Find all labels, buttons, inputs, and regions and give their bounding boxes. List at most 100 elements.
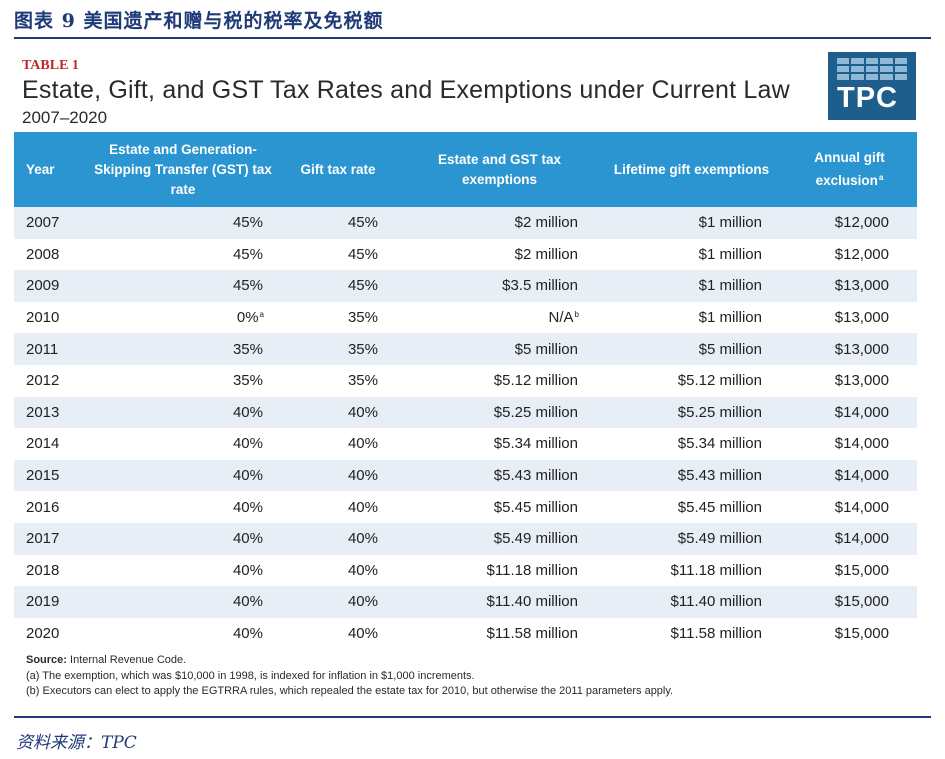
cell-estate-gst-rate-value: 40% [232, 467, 263, 485]
cell-lifetime-gift: $11.40 million [601, 586, 782, 618]
cell-estate-gst-exemption: $11.18 million [398, 554, 601, 587]
header-annual-gift: Annual gift exclusiona [782, 132, 917, 207]
cell-estate-gst-exemption-value: N/A [548, 309, 574, 327]
cell-estate-gst-rate: 40% [88, 491, 278, 523]
header-annual-gift-footnote: a [878, 173, 884, 182]
cell-estate-gst-exemption-value: $2 million [514, 245, 578, 263]
cell-estate-gst-rate: 40% [88, 617, 278, 650]
cell-year: 2007 [14, 207, 88, 239]
table-subtitle: 2007–2020 [22, 108, 108, 127]
table-row: 2009 45% 45% $3.5 million $1 million $13,000 [14, 270, 917, 302]
cell-annual-gift: $13,000 [782, 364, 917, 397]
cell-annual-gift: $13,000 [782, 333, 917, 365]
tpc-logo: TPC [828, 52, 916, 120]
table-row: 2017 40% 40% $5.49 million $5.49 million $14,… [14, 522, 917, 555]
cell-annual-gift: $12,000 [782, 207, 917, 239]
header-gift-rate: Gift tax rate [278, 132, 398, 207]
cell-gift-rate: 40% [278, 396, 398, 429]
cell-lifetime-gift: $1 million [601, 238, 782, 271]
cell-estate-gst-exemption-value: $2 million [514, 214, 578, 232]
cell-estate-gst-rate: 40% [88, 522, 278, 555]
table-row: 2010 0%a 35% N/Ab $1 million $13,000 [14, 301, 917, 334]
cell-lifetime-gift: $5.34 million [601, 428, 782, 460]
source-label: Source: [26, 654, 67, 666]
figure-caption: 图表 9 美国遗产和赠与税的税率及免税额 [14, 10, 384, 32]
cell-estate-gst-exemption: $5.43 million [398, 459, 601, 492]
cell-year: 2013 [14, 396, 88, 429]
cell-estate-gst-exemption: $5.25 million [398, 396, 601, 429]
cell-year: 2012 [14, 364, 88, 397]
cell-estate-gst-rate-value: 40% [232, 593, 263, 611]
cell-annual-gift: $13,000 [782, 301, 917, 334]
cell-year: 2015 [14, 459, 88, 492]
cell-estate-gst-rate-value: 40% [232, 403, 263, 421]
table-row: 2018 40% 40% $11.18 million $11.18 million $1… [14, 554, 917, 587]
tpc-logo-grid-icon [837, 58, 907, 80]
table-title: Estate, Gift, and GST Tax Rates and Exem… [22, 76, 790, 104]
cell-estate-gst-rate-value: 40% [232, 530, 263, 548]
cell-estate-gst-exemption-value: $3.5 million [502, 277, 578, 295]
cell-gift-rate: 45% [278, 238, 398, 271]
cell-estate-gst-exemption: $2 million [398, 207, 601, 239]
cell-estate-gst-rate-value: 45% [232, 277, 263, 295]
cell-lifetime-gift: $5.49 million [601, 522, 782, 555]
cell-annual-gift: $14,000 [782, 428, 917, 460]
cell-estate-gst-exemption-value: $5 million [514, 340, 578, 358]
cell-estate-gst-exemption-footnote: b [574, 310, 579, 320]
cell-estate-gst-rate-value: 40% [232, 498, 263, 516]
cell-year: 2020 [14, 617, 88, 650]
cell-estate-gst-rate: 40% [88, 428, 278, 460]
cell-lifetime-gift: $11.18 million [601, 554, 782, 587]
cell-estate-gst-exemption: $5.49 million [398, 522, 601, 555]
cell-annual-gift: $14,000 [782, 491, 917, 523]
cell-year: 2011 [14, 333, 88, 365]
cell-year: 2010 [14, 301, 88, 334]
cell-estate-gst-rate: 40% [88, 586, 278, 618]
cell-gift-rate: 35% [278, 364, 398, 397]
cell-estate-gst-rate: 35% [88, 333, 278, 365]
cell-gift-rate: 45% [278, 207, 398, 239]
table-row: 2008 45% 45% $2 million $1 million $12,000 [14, 238, 917, 271]
cell-annual-gift: $15,000 [782, 586, 917, 618]
table-row: 2014 40% 40% $5.34 million $5.34 million $14,… [14, 428, 917, 460]
cell-estate-gst-rate: 40% [88, 396, 278, 429]
cell-annual-gift: $14,000 [782, 522, 917, 555]
header-year: Year [14, 132, 88, 207]
cell-estate-gst-exemption: $2 million [398, 238, 601, 271]
tax-rates-table: Year Estate and Generation-Skipping Tran… [14, 132, 917, 650]
cell-lifetime-gift: $5.12 million [601, 364, 782, 397]
cell-estate-gst-rate: 40% [88, 554, 278, 587]
header-lifetime-gift: Lifetime gift exemptions [601, 132, 782, 207]
cell-estate-gst-exemption: $11.58 million [398, 617, 601, 650]
cell-lifetime-gift: $5.45 million [601, 491, 782, 523]
cell-annual-gift: $15,000 [782, 554, 917, 587]
cell-gift-rate: 40% [278, 428, 398, 460]
cell-annual-gift: $13,000 [782, 270, 917, 302]
cell-estate-gst-rate-value: 0% [236, 309, 259, 327]
tpc-logo-text: TPC [837, 82, 898, 114]
cell-gift-rate: 40% [278, 459, 398, 492]
cell-lifetime-gift: $11.58 million [601, 617, 782, 650]
cell-estate-gst-rate-value: 45% [232, 214, 263, 232]
footnote-b: (b) Executors can elect to apply the EGT… [26, 685, 674, 697]
table-notes: Source: Internal Revenue Code. (a) The e… [26, 653, 673, 700]
cell-estate-gst-rate: 45% [88, 207, 278, 239]
cell-estate-gst-rate-value: 40% [232, 561, 263, 579]
cell-year: 2019 [14, 586, 88, 618]
source-note: Source: Internal Revenue Code. [26, 653, 673, 669]
cell-estate-gst-rate: 45% [88, 270, 278, 302]
cell-gift-rate: 40% [278, 491, 398, 523]
table-row: 2016 40% 40% $5.45 million $5.45 million $14,… [14, 491, 917, 523]
table-tag: TABLE 1 [22, 58, 79, 73]
cell-gift-rate: 35% [278, 333, 398, 365]
cell-lifetime-gift: $5 million [601, 333, 782, 365]
cell-lifetime-gift: $1 million [601, 301, 782, 334]
table-row: 2020 40% 40% $11.58 million $11.58 million $1… [14, 617, 917, 650]
cell-gift-rate: 40% [278, 554, 398, 587]
table-row: 2011 35% 35% $5 million $5 million $13,000 [14, 333, 917, 365]
cell-estate-gst-rate: 0%a [88, 301, 278, 334]
figure-source: 资料来源：TPC [16, 733, 137, 753]
cell-estate-gst-exemption-value: $5.45 million [493, 498, 578, 516]
cell-estate-gst-exemption: $5.12 million [398, 364, 601, 397]
table-row: 2012 35% 35% $5.12 million $5.12 million $13,… [14, 364, 917, 397]
